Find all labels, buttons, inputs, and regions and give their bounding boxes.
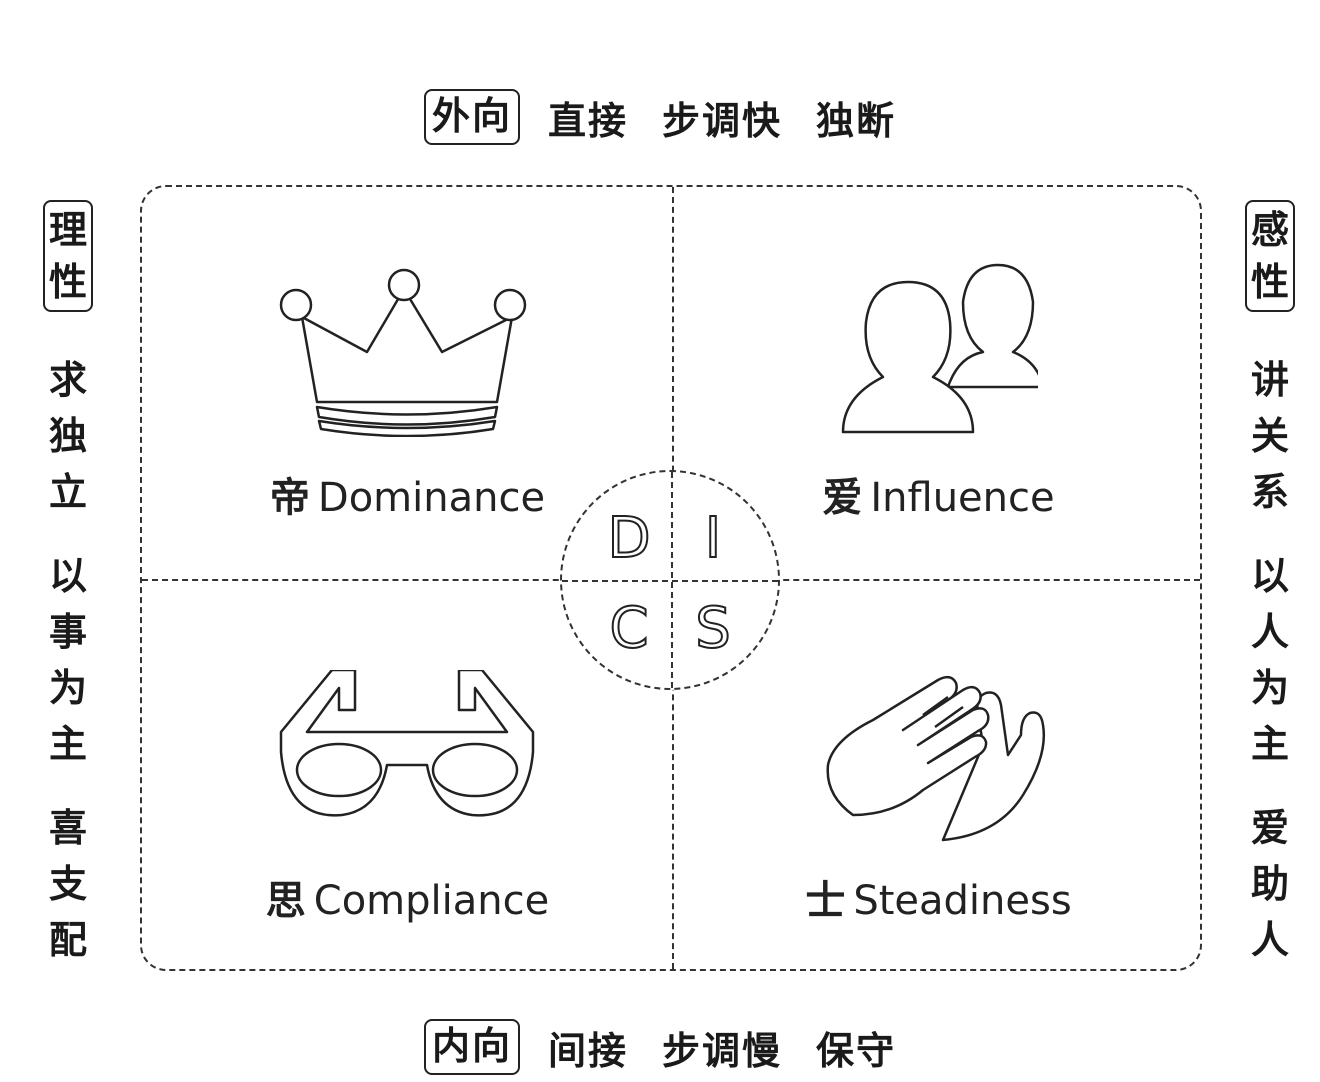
char: 独 bbox=[48, 413, 87, 458]
crown-icon bbox=[279, 268, 527, 437]
dominance-en: Dominance bbox=[317, 475, 546, 521]
left-boxed-char: 性 bbox=[48, 259, 87, 304]
influence-zh: 爱 bbox=[822, 474, 863, 521]
disc-letter-i: I bbox=[704, 505, 723, 572]
dominance-zh: 帝 bbox=[269, 474, 310, 521]
right-boxed-char: 性 bbox=[1250, 259, 1289, 304]
people-icon bbox=[841, 263, 1038, 434]
left-trait-2: 以 事 为 主 bbox=[49, 548, 87, 772]
influence-en: Influence bbox=[870, 475, 1055, 521]
bottom-trait-3: 保守 bbox=[816, 1027, 897, 1073]
steadiness-en: Steadiness bbox=[853, 878, 1072, 924]
quadrant-steadiness: 士 Steadiness bbox=[673, 580, 1204, 973]
char: 支 bbox=[48, 861, 87, 906]
disc-center-circle: D I C S bbox=[560, 470, 780, 690]
char: 助 bbox=[1250, 861, 1289, 906]
top-trait-2: 步调快 bbox=[662, 97, 783, 143]
char: 关 bbox=[1250, 413, 1289, 458]
bottom-trait-1: 间接 bbox=[547, 1027, 628, 1073]
top-trait-1: 直接 bbox=[547, 97, 628, 143]
char: 人 bbox=[1250, 609, 1289, 654]
char: 以 bbox=[48, 553, 87, 598]
char: 人 bbox=[1250, 917, 1289, 962]
disc-letter-s: S bbox=[694, 595, 732, 662]
left-boxed-label: 理 性 bbox=[43, 200, 93, 312]
steadiness-zh: 士 bbox=[805, 877, 846, 924]
left-axis: 理 性 求 独 立 以 事 为 主 喜 支 配 bbox=[38, 200, 98, 996]
top-boxed-label: 外向 bbox=[423, 89, 520, 145]
influence-label: 爱 Influence bbox=[673, 465, 1204, 523]
char: 主 bbox=[48, 721, 87, 766]
left-trait-3: 喜 支 配 bbox=[49, 800, 87, 968]
dominance-label: 帝 Dominance bbox=[142, 465, 673, 523]
disc-letter-d: D bbox=[606, 505, 651, 572]
top-trait-3: 独断 bbox=[816, 97, 897, 143]
char: 主 bbox=[1250, 721, 1289, 766]
bottom-axis: 内向 间接 步调慢 保守 bbox=[0, 1012, 1320, 1082]
compliance-zh: 思 bbox=[265, 877, 306, 924]
char: 事 bbox=[48, 609, 87, 654]
left-boxed-char: 理 bbox=[48, 207, 87, 252]
char: 为 bbox=[48, 665, 87, 710]
char: 立 bbox=[48, 469, 87, 514]
char: 以 bbox=[1250, 553, 1289, 598]
disc-letter-c: C bbox=[608, 595, 649, 662]
right-boxed-label: 感 性 bbox=[1245, 200, 1295, 312]
char: 为 bbox=[1250, 665, 1289, 710]
glasses-icon bbox=[279, 670, 535, 817]
right-boxed-char: 感 bbox=[1250, 207, 1289, 252]
bottom-trait-2: 步调慢 bbox=[662, 1027, 783, 1073]
char: 系 bbox=[1250, 469, 1289, 514]
char: 求 bbox=[48, 357, 87, 402]
compliance-label: 思 Compliance bbox=[142, 868, 673, 926]
top-axis: 外向 直接 步调快 独断 bbox=[0, 82, 1320, 152]
quadrant-compliance: 思 Compliance bbox=[142, 580, 673, 973]
char: 讲 bbox=[1250, 357, 1289, 402]
quadrant-dominance: 帝 Dominance bbox=[142, 187, 673, 580]
right-axis: 感 性 讲 关 系 以 人 为 主 爱 助 人 bbox=[1240, 200, 1300, 996]
circle-horizontal-divider bbox=[562, 580, 778, 582]
char: 喜 bbox=[48, 805, 87, 850]
compliance-en: Compliance bbox=[313, 878, 550, 924]
char: 配 bbox=[48, 917, 87, 962]
right-trait-1: 讲 关 系 bbox=[1251, 352, 1289, 520]
char: 爱 bbox=[1250, 805, 1289, 850]
clapping-hands-icon bbox=[826, 675, 1045, 842]
right-trait-3: 爱 助 人 bbox=[1251, 800, 1289, 968]
left-trait-1: 求 独 立 bbox=[49, 352, 87, 520]
steadiness-label: 士 Steadiness bbox=[673, 868, 1204, 926]
bottom-boxed-label: 内向 bbox=[423, 1019, 520, 1075]
right-trait-2: 以 人 为 主 bbox=[1251, 548, 1289, 772]
disc-quadrant-frame: 帝 Dominance 爱 Influence 思 Compliance bbox=[140, 185, 1202, 971]
quadrant-influence: 爱 Influence bbox=[673, 187, 1204, 580]
